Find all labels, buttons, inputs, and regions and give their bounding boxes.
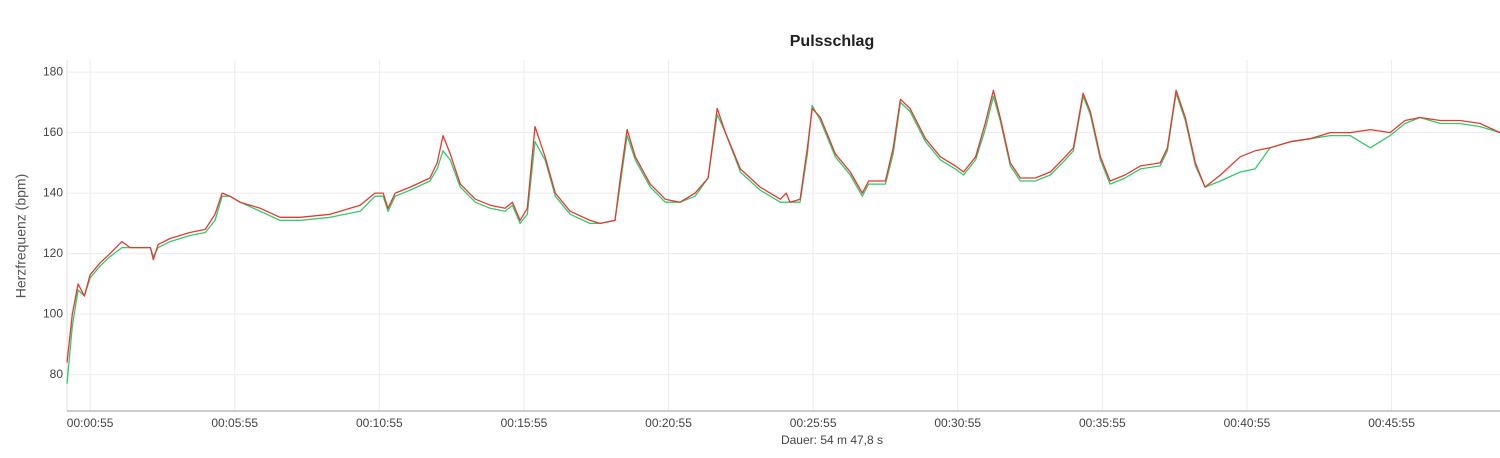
y-tick-label: 180 xyxy=(43,64,63,78)
x-tick-label: 00:05:55 xyxy=(211,416,258,430)
y-tick-label: 140 xyxy=(43,185,63,199)
line-series xyxy=(66,89,1500,363)
x-tick-label: 00:30:55 xyxy=(934,416,981,430)
x-tick-label: 00:25:55 xyxy=(790,416,837,430)
chart-title: Pulsschlag xyxy=(790,33,874,50)
x-tick-label: 00:35:55 xyxy=(1079,416,1126,430)
y-tick-label: 160 xyxy=(43,125,63,139)
y-tick-label: 120 xyxy=(43,246,63,260)
x-tick-label: 00:00:55 xyxy=(67,416,114,430)
x-tick-label: 00:20:55 xyxy=(645,416,692,430)
line-series xyxy=(66,92,1500,384)
y-tick-label: 100 xyxy=(43,306,63,320)
y-axis-label: Herzfrequenz (bpm) xyxy=(13,174,29,299)
x-axis-label: Dauer: 54 m 47,8 s xyxy=(781,433,883,447)
x-tick-label: 00:40:55 xyxy=(1224,416,1271,430)
x-tick-label: 00:10:55 xyxy=(356,416,403,430)
x-tick-label: 00:45:55 xyxy=(1368,416,1415,430)
y-tick-label: 80 xyxy=(50,367,64,381)
x-tick-label: 00:15:55 xyxy=(501,416,548,430)
